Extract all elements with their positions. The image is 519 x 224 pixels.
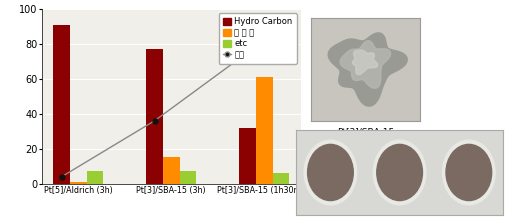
Bar [163, 157, 180, 184]
Bar [180, 171, 196, 184]
Bar [70, 182, 87, 184]
Circle shape [373, 140, 426, 205]
Polygon shape [328, 33, 407, 106]
Circle shape [446, 144, 491, 200]
Bar [87, 171, 103, 184]
Text: Pt[3]/SBA-15: Pt[3]/SBA-15 [337, 127, 394, 136]
Polygon shape [352, 50, 378, 75]
Bar [53, 25, 70, 184]
Legend: Hydro Carbon, 지 발 산, etc, 산가: Hydro Carbon, 지 발 산, etc, 산가 [218, 13, 297, 64]
Circle shape [304, 140, 357, 205]
Bar [256, 77, 272, 184]
Circle shape [443, 140, 495, 205]
Bar [146, 49, 163, 184]
Circle shape [308, 144, 353, 200]
Circle shape [377, 144, 422, 200]
Polygon shape [340, 41, 391, 88]
Bar [239, 128, 256, 184]
Bar [272, 173, 289, 184]
